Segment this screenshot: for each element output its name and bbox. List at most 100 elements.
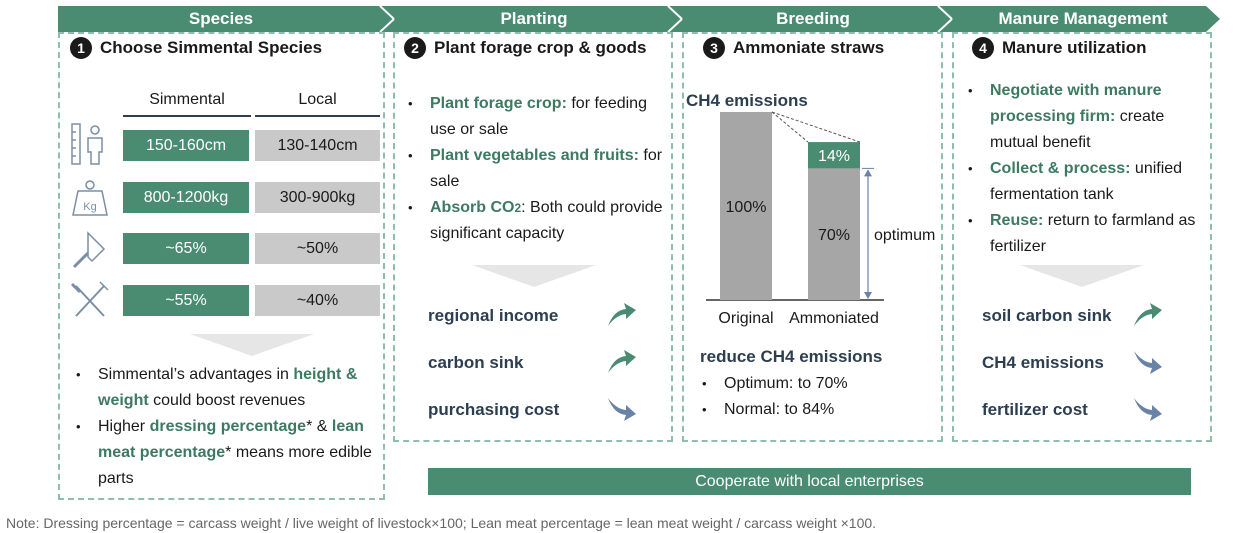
manure-title: Manure utilization — [1002, 38, 1147, 57]
simmental-value: 150-160cm — [123, 130, 249, 161]
text: could boost revenues — [148, 392, 306, 409]
text: * & — [306, 418, 332, 435]
header-species: Species — [188, 9, 254, 28]
text: * means more edible parts — [98, 444, 372, 487]
breeding-title: Ammoniate straws — [733, 38, 885, 57]
planting-step-title: 2 Plant forage crop & goods — [404, 37, 647, 59]
breeding-bullet-2: Normal: to 84% — [696, 397, 936, 423]
highlight: Plant forage crop: — [430, 95, 567, 112]
outcome-label: CH4 emissions — [982, 353, 1104, 372]
col-divider — [123, 115, 251, 117]
decrease-arrow-icon — [1134, 398, 1162, 421]
text: Simmental’s advantages in — [98, 366, 294, 383]
species-bullet-2: Higher dressing percentage* & lean meat … — [70, 414, 382, 492]
planting-title: Plant forage crop & goods — [434, 38, 647, 57]
ch4-emissions-chart: CH4 emissions 100% Original 70% 14% Ammoniate… — [686, 91, 935, 327]
text: for sale — [430, 147, 663, 190]
bar-label: 100% — [726, 199, 767, 216]
highlight: height & weight — [98, 366, 358, 409]
bar-ammoniated-1 — [808, 142, 860, 169]
connector-line — [771, 111, 861, 143]
species-step-title: 1 Choose Simmental Species — [70, 37, 322, 59]
bar-ammoniated-0 — [808, 168, 860, 300]
species-title: Choose Simmental Species — [100, 38, 323, 57]
outcome-label: regional income — [428, 306, 559, 325]
increase-arrow-icon — [608, 303, 636, 326]
planting-bullets: Plant forage crop: for feeding use or sa… — [402, 91, 668, 247]
local-value: ~50% — [255, 233, 380, 264]
simmental-value: 800-1200kg — [123, 182, 249, 213]
text: for feeding use or sale — [430, 95, 647, 138]
header-manure: Manure Management — [998, 9, 1168, 28]
reduce-ch4-title: reduce CH4 emissions — [700, 347, 883, 366]
outcome-label: soil carbon sink — [982, 306, 1112, 325]
increase-arrow-icon — [1134, 303, 1162, 326]
weight-kg-icon: Kg — [72, 180, 108, 216]
planting-panel — [393, 32, 673, 442]
bar-label: 14% — [818, 148, 850, 165]
optimum-label: optimum — [874, 227, 935, 244]
header-breeding: Breeding — [776, 9, 850, 28]
outcome-label: carbon sink — [428, 353, 524, 372]
highlight: Plant vegetables and fruits: — [430, 147, 639, 164]
cleaver-icon — [72, 231, 106, 269]
decrease-arrow-icon — [1134, 351, 1162, 374]
arrow-head — [864, 292, 872, 299]
text: Higher — [98, 418, 150, 435]
species-bullets: Simmental’s advantages in height & weigh… — [70, 362, 382, 492]
down-triangle — [1020, 265, 1144, 287]
text: : Both could provide significant capacit… — [430, 199, 663, 242]
planting-bullet-1: Plant forage crop: for feeding use or sa… — [402, 91, 668, 143]
manure-bullet-2: Collect & process: unified fermentation … — [962, 156, 1208, 208]
col-divider — [255, 115, 380, 117]
species-bullet-1: Simmental’s advantages in height & weigh… — [70, 362, 382, 414]
manure-bullet-3: Reuse: return to farmland as fertilizer — [962, 208, 1208, 260]
text: unified fermentation tank — [990, 160, 1183, 203]
highlight: Reuse: — [990, 212, 1044, 229]
step-number-4: 4 — [972, 37, 994, 59]
highlight: lean meat percentage — [98, 418, 364, 461]
manure-step-title: 4 Manure utilization — [972, 37, 1147, 59]
outcome-label: fertilizer cost — [982, 400, 1088, 419]
manure-panel — [952, 32, 1212, 442]
text: create mutual benefit — [990, 108, 1165, 151]
text: return to farmland as fertilizer — [990, 212, 1196, 255]
footnote: Note: Dressing percentage = carcass weig… — [6, 515, 877, 531]
manure-bullets: Negotiate with manure processing firm: c… — [962, 78, 1208, 260]
planting-bullet-2: Plant vegetables and fruits: for sale — [402, 143, 668, 195]
outcome-label: purchasing cost — [428, 400, 560, 419]
local-value: ~40% — [255, 285, 380, 316]
connector-line — [771, 111, 809, 143]
highlight: dressing percentage — [149, 418, 307, 435]
manure-bullet-1: Negotiate with manure processing firm: c… — [962, 78, 1208, 156]
highlight: Collect & process: — [990, 160, 1131, 177]
increase-arrow-icon — [608, 350, 636, 373]
step-number-1: 1 — [70, 37, 92, 59]
breeding-bullets: Optimum: to 70% Normal: to 84% — [696, 371, 936, 423]
bar-original-0 — [720, 112, 772, 300]
height-ruler-icon — [71, 123, 103, 165]
down-triangle — [472, 265, 596, 287]
highlight: Absorb CO — [430, 199, 515, 216]
highlight: Negotiate with manure processing firm: — [990, 82, 1162, 125]
fork-knife-icon — [70, 281, 109, 317]
simmental-value: ~55% — [123, 285, 249, 316]
breeding-panel — [682, 32, 943, 442]
svg-text:Kg: Kg — [83, 201, 96, 213]
decrease-arrow-icon — [608, 398, 636, 421]
local-value: 300-900kg — [255, 182, 380, 213]
subscript: 2 — [514, 201, 522, 215]
col-header-local: Local — [298, 91, 337, 108]
col-header-simmental: Simmental — [149, 91, 225, 108]
category-label: Ammoniated — [789, 310, 879, 327]
bar-label: 70% — [818, 227, 850, 244]
header-chevrons — [58, 5, 1220, 33]
header-planting: Planting — [500, 9, 568, 28]
breeding-bullet-1: Optimum: to 70% — [696, 371, 936, 397]
planting-bullet-3: Absorb CO2: Both could provide significa… — [402, 195, 668, 247]
chart-title: CH4 emissions — [686, 91, 808, 110]
simmental-value: ~65% — [123, 233, 249, 264]
cooperate-banner: Cooperate with local enterprises — [428, 468, 1191, 495]
step-number-2: 2 — [404, 37, 426, 59]
arrow-head — [864, 169, 872, 177]
